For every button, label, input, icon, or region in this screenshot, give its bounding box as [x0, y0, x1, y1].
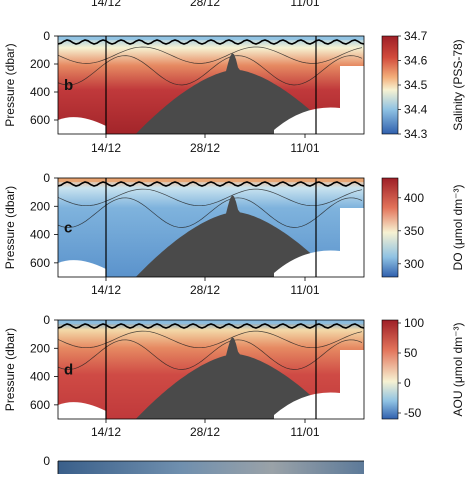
- plot-frame: [57, 177, 365, 278]
- colorbar: [381, 177, 399, 278]
- bathymetry-area: [58, 53, 364, 134]
- nodata-right: [340, 208, 364, 277]
- y-tick-label: 400: [30, 370, 50, 384]
- contour-line: [58, 339, 363, 370]
- nodata-right-lower: [274, 107, 340, 134]
- colorbar-tick-label: -50: [404, 406, 422, 420]
- colorbar-tick-label: 34.7: [404, 29, 428, 43]
- nodata-left: [58, 117, 106, 134]
- field-group: [58, 320, 364, 419]
- bathymetry-area: [58, 195, 364, 277]
- colorbar-tick-label: 300: [404, 257, 424, 271]
- y-tick-label: 0: [43, 29, 50, 43]
- panel-letter: b: [64, 77, 73, 94]
- panels-group: 14/12 28/12 11/01 0 200 400 600 Pressure (dbar)…: [3, 0, 465, 479]
- field-group: [58, 178, 364, 277]
- contour-line: [58, 197, 363, 228]
- mixed-layer-line: [58, 323, 364, 329]
- colorbar-label: AOU (μmol dm⁻³): [451, 323, 465, 417]
- colorbar-label: DO (μmol dm⁻³): [451, 185, 465, 271]
- plot-frame: [57, 319, 365, 420]
- nodata-right: [340, 66, 364, 134]
- x-tick-label: 14/12: [91, 141, 121, 155]
- panel-5: 0: [43, 454, 364, 479]
- colorbar: [381, 319, 399, 420]
- y-tick-label: 200: [30, 341, 50, 355]
- colorbar-tick-label: 34.4: [404, 103, 428, 117]
- mixed-layer-line: [58, 181, 364, 187]
- surface-band: [58, 36, 364, 40]
- colorbar: [381, 35, 399, 135]
- nodata-right-lower: [274, 250, 340, 277]
- y-tick-label: 400: [30, 228, 50, 242]
- bathymetry-area: [58, 337, 364, 419]
- colorbar-tick-label: 350: [404, 224, 424, 238]
- y-tick-label: 600: [30, 256, 50, 270]
- y-axis-label: Pressure (dbar): [3, 43, 17, 126]
- contour-line: [58, 188, 363, 207]
- field-fill: [58, 461, 364, 479]
- colorbar-tick-label: 400: [404, 191, 424, 205]
- contour-line: [58, 46, 363, 64]
- x-tick-label: 28/12: [190, 141, 220, 155]
- nodata-left: [58, 402, 106, 419]
- colorbar-tick-label: 34.6: [404, 54, 428, 68]
- colorbar-tick-label: 0: [404, 376, 411, 390]
- x-tick-label: 14/12: [91, 283, 121, 297]
- nodata-left: [58, 260, 106, 277]
- x-tick-label: 28/12: [190, 425, 220, 439]
- x-tick-label: 28/12: [190, 283, 220, 297]
- panel-letter: c: [64, 219, 72, 236]
- panel-3: 0 200 400 600 Pressure (dbar) c 14/12 28/12 11/0…: [3, 171, 465, 297]
- contour-line: [58, 55, 363, 86]
- mixed-layer-line: [58, 39, 364, 45]
- x-tick-label: 14/12: [91, 0, 121, 9]
- colorbar-tick-label: 100: [404, 316, 424, 330]
- y-axis-label: Pressure (dbar): [3, 186, 17, 269]
- x-tick-label: 11/01: [290, 425, 319, 439]
- surface-band: [58, 178, 364, 182]
- colorbar-tick-label: 50: [404, 346, 418, 360]
- y-tick-label: 600: [30, 398, 50, 412]
- colorbar-tick-label: 34.5: [404, 78, 428, 92]
- nodata-right-lower: [274, 392, 340, 419]
- panel-letter: d: [64, 361, 73, 378]
- y-tick-label: 0: [43, 454, 50, 468]
- surface-band: [58, 320, 364, 324]
- x-tick-label: 11/01: [290, 283, 319, 297]
- x-tick-label: 28/12: [190, 0, 220, 9]
- x-tick-label: 11/01: [290, 0, 319, 9]
- panel-4: 0 200 400 600 Pressure (dbar) d 14/12 28/12 11/0…: [3, 313, 465, 439]
- panel-2: 0 200 400 600 Pressure (dbar) b 14/12 28/12 11/0…: [3, 29, 465, 155]
- panel-1: 14/12 28/12 11/01: [91, 0, 320, 9]
- x-tick-label: 11/01: [290, 141, 319, 155]
- colorbar-label: Salinity (PSS-78): [451, 39, 465, 130]
- y-tick-label: 0: [43, 171, 50, 185]
- contour-line: [58, 330, 363, 349]
- y-tick-label: 400: [30, 85, 50, 99]
- y-axis-label: Pressure (dbar): [3, 328, 17, 411]
- field-group: [58, 36, 364, 134]
- plot-frame: [57, 35, 365, 135]
- colorbar-tick-label: 34.3: [404, 127, 428, 141]
- x-tick-label: 14/12: [91, 425, 121, 439]
- y-tick-label: 0: [43, 313, 50, 327]
- y-tick-label: 200: [30, 199, 50, 213]
- y-tick-label: 200: [30, 57, 50, 71]
- y-tick-label: 600: [30, 113, 50, 127]
- nodata-right: [340, 350, 364, 419]
